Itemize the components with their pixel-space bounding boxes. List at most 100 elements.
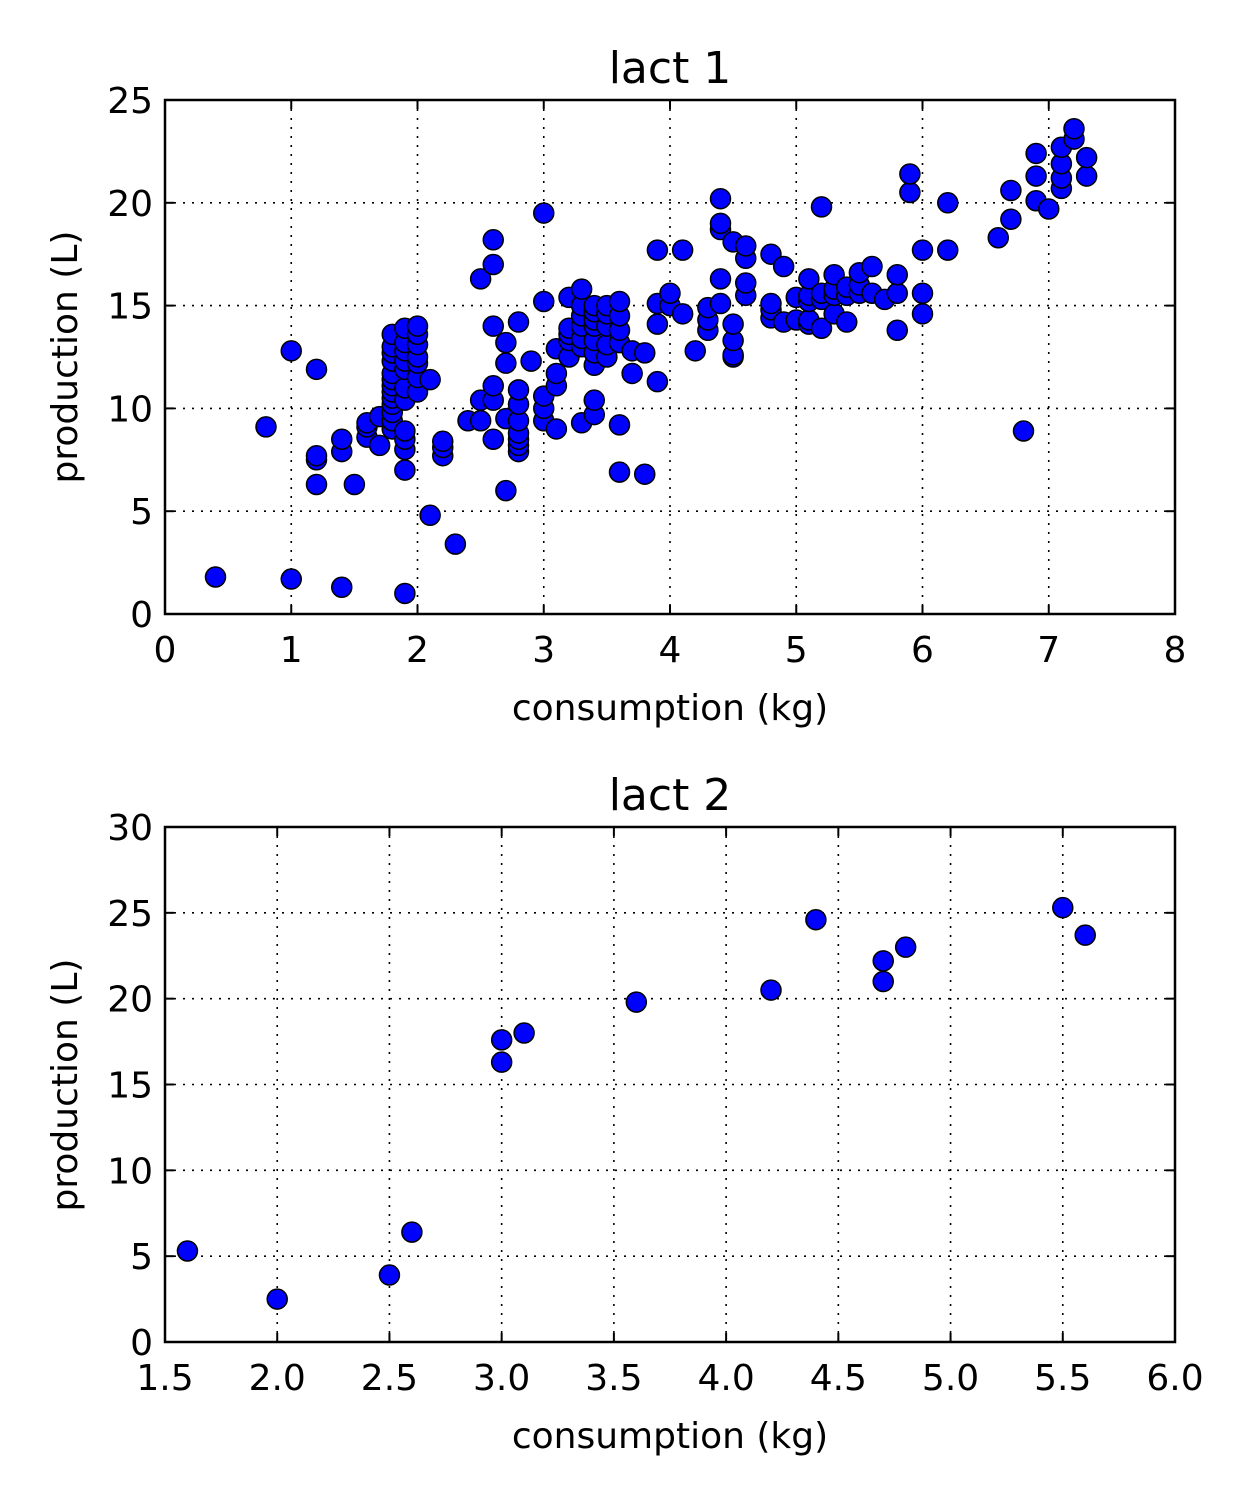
data-point <box>255 416 277 438</box>
data-point <box>861 255 883 278</box>
x-tick-label: 8 <box>1164 630 1187 671</box>
data-point <box>684 340 706 362</box>
data-point <box>709 187 732 210</box>
ticks: 0 1 2 3 4 5 6 7 8 0 5 10 15 20 25 <box>107 81 1186 671</box>
data-point <box>495 479 517 502</box>
grid <box>165 827 1175 1342</box>
data-point <box>204 566 227 588</box>
data-point <box>1052 896 1074 919</box>
data-point <box>520 350 542 372</box>
y-tick-label: 30 <box>107 808 153 849</box>
data-points <box>176 896 1096 1310</box>
data-point <box>280 568 302 590</box>
data-point <box>872 950 894 972</box>
x-tick-label: 7 <box>1037 630 1060 671</box>
y-tick-label: 25 <box>107 81 153 122</box>
y-tick-label: 5 <box>130 1237 153 1278</box>
data-point <box>1075 146 1098 169</box>
data-point <box>735 272 757 294</box>
data-point <box>709 212 732 235</box>
data-point <box>608 461 631 483</box>
data-point <box>836 311 858 333</box>
x-tick-label: 3.5 <box>585 1358 642 1399</box>
data-point <box>419 504 441 527</box>
data-point <box>810 196 833 218</box>
y-axis-label: production (L) <box>45 959 86 1212</box>
x-tick-label: 5.0 <box>922 1358 979 1399</box>
data-point <box>482 229 504 251</box>
data-point <box>911 303 934 325</box>
x-axis-label: consumption (kg) <box>512 688 828 729</box>
data-point <box>432 430 454 453</box>
chart-lact-1: lact 1 0 1 2 3 4 5 6 7 8 0 5 10 15 20 25 consumption (… <box>45 43 1186 729</box>
data-point <box>1075 165 1098 187</box>
data-point <box>394 582 416 605</box>
y-tick-label: 5 <box>130 492 153 533</box>
data-point <box>394 420 416 442</box>
data-point <box>533 202 555 224</box>
x-tick-label: 3 <box>532 630 555 671</box>
data-point <box>810 317 833 339</box>
x-tick-label: 4.5 <box>810 1358 867 1399</box>
data-point <box>545 418 568 440</box>
data-point <box>469 409 492 432</box>
data-point <box>760 979 782 1001</box>
y-tick-label: 15 <box>107 1066 153 1107</box>
data-point <box>772 255 795 278</box>
data-point <box>608 414 631 436</box>
x-tick-label: 6.0 <box>1146 1358 1203 1399</box>
data-point <box>331 576 353 599</box>
chart-title: lact 1 <box>609 43 732 94</box>
data-points <box>204 118 1098 605</box>
x-tick-label: 4.0 <box>697 1358 754 1399</box>
data-point <box>266 1288 288 1310</box>
data-point <box>735 235 757 257</box>
data-point <box>646 239 669 261</box>
data-point <box>482 315 504 337</box>
data-point <box>899 181 921 204</box>
data-point <box>495 352 517 374</box>
y-tick-label: 0 <box>130 1323 153 1364</box>
data-point <box>987 227 1009 249</box>
data-point <box>899 163 921 185</box>
data-point <box>570 278 593 300</box>
data-point <box>671 303 694 325</box>
data-point <box>507 379 530 401</box>
data-point <box>331 428 353 450</box>
data-point <box>608 290 631 313</box>
data-point <box>444 533 467 555</box>
data-point <box>343 473 366 496</box>
data-point <box>646 313 669 335</box>
data-point <box>709 292 732 315</box>
data-point <box>1063 118 1085 140</box>
x-tick-label: 1.5 <box>136 1358 193 1399</box>
data-point <box>886 319 908 342</box>
data-point <box>280 340 302 362</box>
data-point <box>805 908 827 931</box>
data-point <box>507 311 530 333</box>
data-point <box>937 239 959 261</box>
data-point <box>469 268 492 290</box>
data-point <box>495 331 517 354</box>
y-tick-label: 20 <box>107 184 153 225</box>
data-point <box>1025 142 1047 165</box>
data-point <box>621 362 643 385</box>
data-point <box>722 313 744 335</box>
data-point <box>671 239 694 261</box>
data-point <box>305 444 328 467</box>
data-point <box>625 991 648 1013</box>
x-axis-label: consumption (kg) <box>512 1416 828 1457</box>
y-axis-label: production (L) <box>45 231 86 484</box>
data-point <box>872 970 894 993</box>
data-point <box>937 192 959 214</box>
data-point <box>482 253 504 276</box>
data-point <box>490 1051 513 1073</box>
ticks: 1.5 2.0 2.5 3.0 3.5 4.0 4.5 5.0 5.5 6.0 0 5 10 15 20 25… <box>107 808 1203 1399</box>
x-tick-label: 2 <box>406 630 429 671</box>
data-point <box>176 1240 199 1262</box>
data-point <box>634 342 656 364</box>
data-point <box>513 1022 535 1044</box>
y-tick-label: 15 <box>107 287 153 328</box>
data-point <box>583 389 605 411</box>
